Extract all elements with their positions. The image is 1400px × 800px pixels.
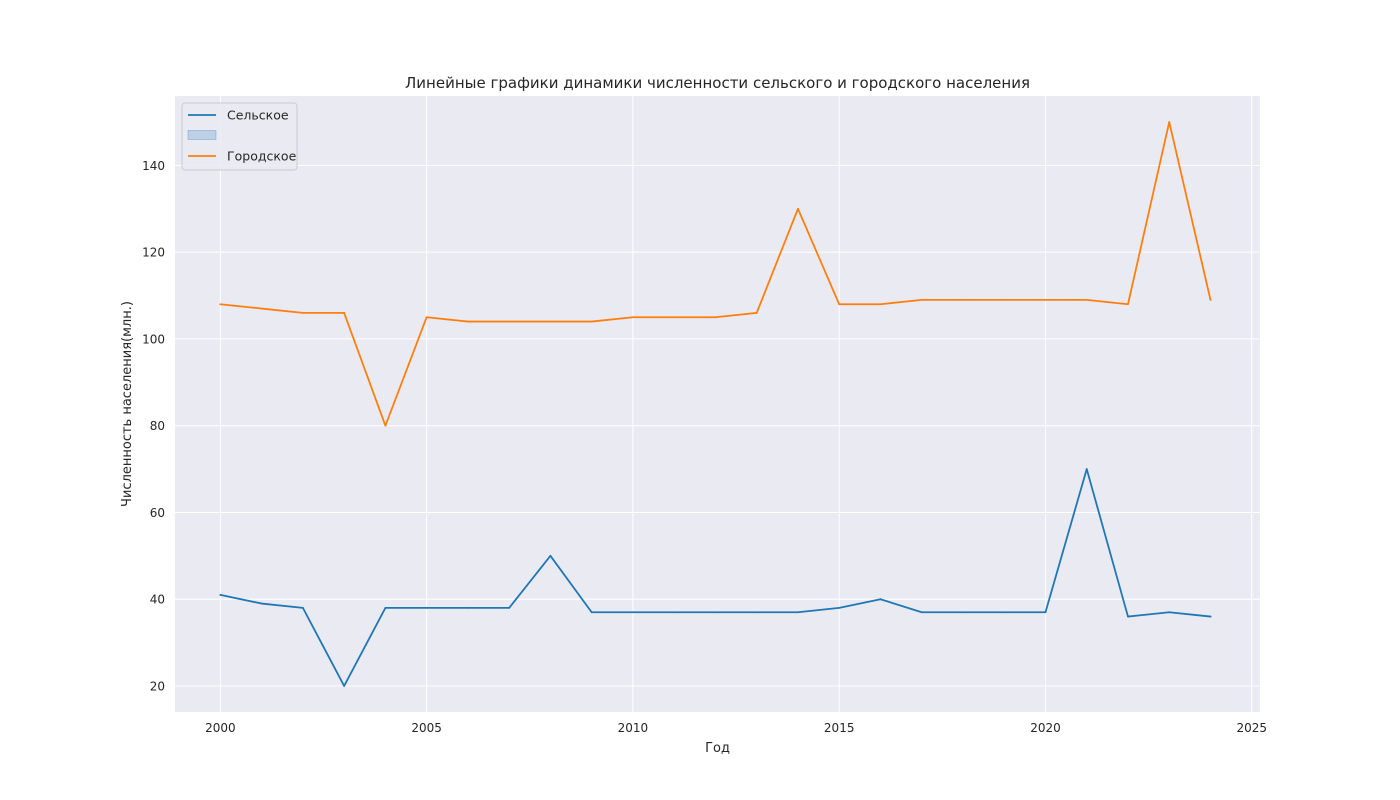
legend-label-rural: Сельское [227,108,289,123]
data-point [549,554,552,557]
y-tick-label-1: 40 [150,593,165,607]
data-point [1085,468,1088,470]
data-point [508,606,511,609]
data-point [590,611,593,614]
data-point [879,598,882,601]
data-point [467,320,469,323]
data-point [1003,298,1006,301]
data-point [797,611,799,614]
data-point [1085,298,1088,301]
y-axis-label: Численность населения(млн.) [120,301,135,507]
data-point [797,207,799,210]
data-point [632,316,634,319]
legend-box [181,102,298,171]
y-tick-label-5: 120 [142,246,165,260]
data-point [879,303,882,306]
data-point [1044,298,1047,301]
x-tick-label-0: 2000 [205,721,236,735]
data-point [962,611,964,614]
data-point [384,606,387,609]
data-point [673,611,676,614]
data-point [219,303,222,306]
data-point [673,316,676,319]
y-tick-label-4: 100 [142,332,165,346]
data-point [343,685,346,687]
data-point [962,298,964,301]
legend: Сельское Городское [181,102,298,171]
y-tick-label-2: 60 [150,506,165,520]
x-tick-label-1: 2005 [411,721,442,735]
series-points-urban [219,121,1212,427]
data-point [838,606,841,609]
data-point [755,611,758,614]
grid-lines [175,96,1260,712]
data-point [590,320,593,323]
data-point [755,312,758,314]
data-point [714,316,717,319]
x-tick-label-2: 2010 [618,721,649,735]
data-point [343,312,346,314]
data-point [920,611,923,614]
data-point [425,316,428,319]
series-lines [219,121,1212,687]
data-point [1168,121,1171,123]
data-point [260,307,263,310]
data-point [467,606,469,609]
data-point [219,593,222,596]
data-point [301,312,304,314]
data-point [838,303,841,306]
data-point [301,606,304,609]
legend-patch-confidence [187,130,217,140]
data-point [1209,298,1212,301]
x-axis-label: Год [705,741,730,756]
data-point [425,606,428,609]
data-point [1003,611,1006,614]
x-tick-label-3: 2015 [824,721,855,735]
legend-label-urban: Городское [227,149,297,164]
data-point [1209,615,1212,618]
data-point [714,611,717,614]
data-point [920,298,923,301]
data-point [1127,615,1129,618]
series-points-rural [219,468,1212,687]
data-point [549,320,552,323]
y-tick-label-0: 20 [150,679,165,693]
data-point [1044,611,1047,614]
plot-background [175,96,1260,712]
y-tick-label-6: 140 [142,159,165,173]
data-point [1168,611,1171,614]
data-point [1127,303,1129,306]
data-point [632,611,634,614]
data-point [508,320,511,323]
tick-labels: 2000 2005 2010 2015 2020 2025 20 40 60 80 100 120 14… [142,159,1267,735]
chart-title: Линейные графики динамики численности се… [405,74,1030,92]
y-tick-label-3: 80 [150,419,165,433]
x-tick-label-4: 2020 [1030,721,1061,735]
data-point [260,602,263,605]
data-point [384,424,387,427]
x-tick-label-5: 2025 [1236,721,1267,735]
